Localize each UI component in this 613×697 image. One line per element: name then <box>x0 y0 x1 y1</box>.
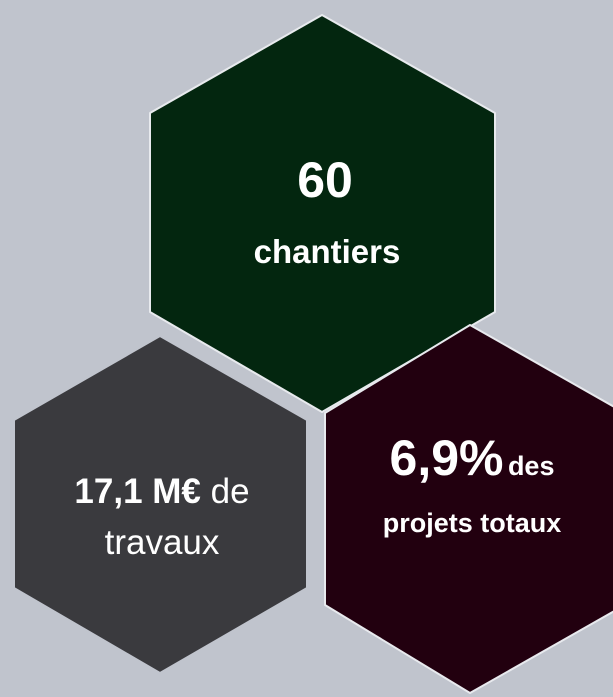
connector: des <box>508 451 555 481</box>
label: travaux <box>105 523 220 562</box>
figure: 17,1 M€ <box>74 472 200 511</box>
figure-line: 17,1 M€ de <box>74 472 249 511</box>
figure: 6,9% <box>390 430 504 486</box>
connector: de <box>211 472 250 511</box>
label: projets totaux <box>383 508 562 538</box>
label: chantiers <box>254 233 401 270</box>
figure: 60 <box>297 152 353 208</box>
hexagon-right <box>324 324 613 694</box>
hexagon-left <box>13 335 308 674</box>
hexagon-top <box>149 14 496 413</box>
figure-line: 6,9% des <box>390 430 555 486</box>
